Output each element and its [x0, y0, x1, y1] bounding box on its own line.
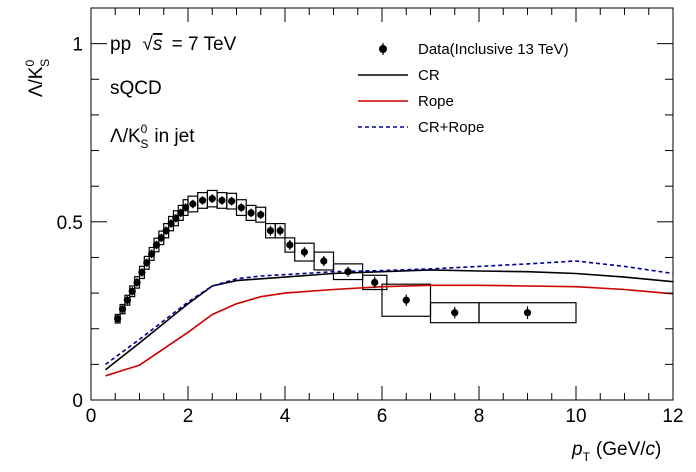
data-point [266, 227, 275, 235]
y-axis-label: Λ/K0S [23, 59, 52, 97]
data-point [402, 296, 410, 304]
x-tick-label: 0 [86, 406, 97, 427]
y-axis-label-sub: S [38, 59, 52, 67]
annotation-sqrt: √ [142, 34, 153, 55]
x-tick-label: 4 [280, 406, 291, 427]
series-line-rope [105, 284, 674, 377]
legend-entry-data: Data(Inclusive 13 TeV) [379, 41, 569, 58]
annotation-model: sQCD [110, 78, 162, 99]
x-tick-label: 2 [183, 406, 194, 427]
x-axis-label-var: p [571, 439, 583, 460]
y-axis-label-sup: 0 [23, 60, 37, 67]
sys-box [274, 223, 286, 239]
sys-box [381, 283, 432, 317]
data-point [162, 227, 170, 235]
data-point [138, 268, 146, 277]
legend-data-marker [379, 45, 387, 53]
annotation-ratio-suffix: in jet [154, 126, 195, 147]
x-tick-label: 6 [377, 406, 388, 427]
legend-label-cr: CR [418, 67, 440, 84]
sys-box [255, 206, 267, 223]
data-point [123, 296, 131, 304]
data-point [148, 250, 156, 258]
data-point [157, 234, 165, 242]
legend-entry-rope: Rope [358, 93, 454, 110]
x-axis-label-unit-c: c [646, 439, 656, 460]
data-point [237, 203, 245, 212]
data-point [181, 203, 190, 212]
data-point [371, 278, 379, 286]
data-point [344, 268, 352, 276]
data-point [133, 278, 141, 286]
data-point [118, 305, 127, 313]
x-tick-label: 12 [662, 406, 683, 427]
model-curves [105, 260, 674, 377]
data-point [451, 309, 459, 317]
data-point [167, 220, 175, 228]
legend-label-cr-rope: CR+Rope [418, 119, 484, 136]
annotation-ratio-sup: 0 [141, 122, 148, 136]
sys-box [478, 302, 577, 324]
data-point [320, 257, 328, 265]
annotation-ratio-sub: S [140, 137, 148, 151]
data-point [177, 209, 185, 217]
data-point [143, 259, 151, 267]
data-points [114, 194, 532, 324]
data-point [286, 241, 294, 249]
sys-box [313, 251, 335, 271]
x-axis-label-unit: (GeV/ [596, 439, 646, 460]
data-point [300, 248, 308, 256]
x-axis-label: pT (GeV/c) [571, 439, 661, 464]
data-point [228, 197, 236, 205]
x-axis-label-close: ) [655, 439, 661, 460]
series-line-cr [105, 269, 674, 371]
data-point [128, 287, 136, 295]
annotation-system: pp √s = 7 TeV [110, 34, 237, 55]
y-axis-label-main: Λ/K [26, 66, 47, 97]
data-point [198, 196, 207, 205]
data-point [218, 196, 226, 205]
x-tick-label: 10 [565, 406, 586, 427]
annotation-s: s [153, 34, 163, 55]
annotation-ratio-main: Λ/K [110, 126, 141, 147]
data-point [276, 227, 284, 235]
legend-entry-cr-rope: CR+Rope [358, 119, 484, 136]
data-point [247, 209, 255, 217]
data-point [523, 309, 532, 317]
data-point [189, 200, 197, 208]
legend: Data(Inclusive 13 TeV) CR Rope CR+Rope [358, 41, 569, 136]
data-point [152, 241, 161, 249]
annotation-pp: pp [110, 34, 131, 55]
legend-entry-cr: CR [358, 67, 440, 84]
data-point [172, 214, 180, 222]
y-tick-label: 0.5 [57, 213, 83, 234]
data-point [208, 195, 216, 203]
y-tick-label: 1 [72, 35, 83, 56]
series-line-cr-rope [105, 260, 674, 366]
sys-box [362, 274, 388, 291]
annotation-energy: = 7 TeV [172, 34, 237, 55]
y-tick-label: 0 [72, 391, 83, 412]
axis-tick-labels: 0 2 4 6 8 10 12 0 0.5 1 [57, 35, 684, 427]
x-tick-label: 8 [474, 406, 485, 427]
x-axis-label-sub: T [583, 450, 591, 464]
legend-label-data: Data(Inclusive 13 TeV) [418, 41, 569, 58]
axis-ticks [90, 7, 674, 401]
data-point [114, 315, 122, 323]
data-point [257, 211, 265, 219]
legend-label-rope: Rope [418, 93, 454, 110]
